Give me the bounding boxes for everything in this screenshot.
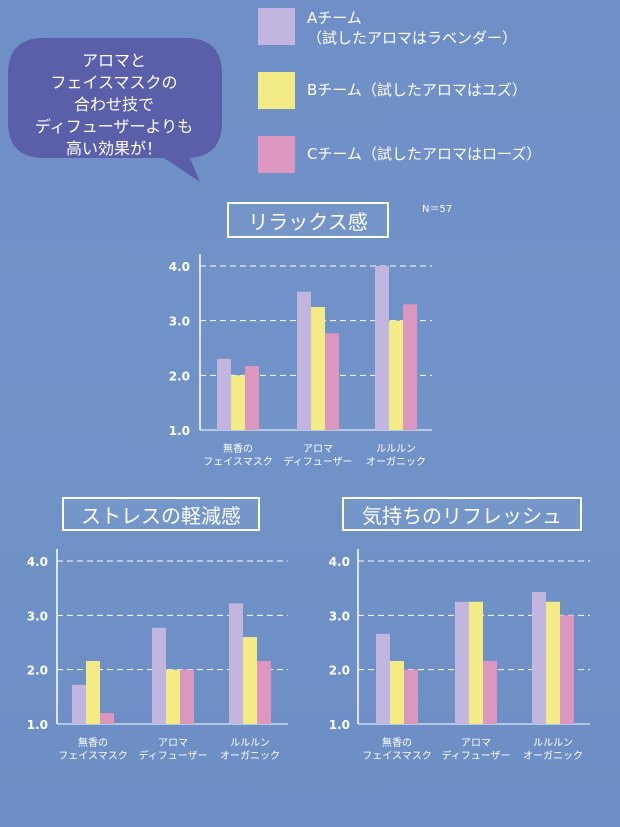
bar-b: [546, 601, 560, 724]
bar-a: [532, 591, 546, 724]
y-tick-label: 1.0: [329, 718, 350, 732]
y-tick-label: 2.0: [329, 664, 350, 678]
bar-b: [311, 307, 325, 430]
bar-c: [560, 615, 574, 724]
bar-c: [483, 660, 497, 724]
y-tick-label: 2.0: [169, 369, 190, 383]
y-tick-label: 3.0: [329, 609, 350, 623]
category-label: アロマ: [303, 444, 333, 455]
category-label: オーガニック: [220, 750, 280, 762]
category-label: ルルルン: [376, 444, 416, 455]
chart-title-refresh: 気持ちのリフレッシュ: [342, 497, 582, 531]
legend-item-b: Bチーム（試したアロマはユズ）: [258, 72, 527, 109]
bar-c: [404, 669, 418, 724]
bar-c: [245, 366, 259, 430]
y-tick-label: 4.0: [27, 555, 48, 569]
category-label: フェイスマスク: [203, 456, 272, 468]
category-label: フェイスマスク: [362, 750, 431, 762]
bar-c: [180, 669, 194, 724]
legend-swatch-b: [258, 72, 295, 109]
legend-label-line: Cチーム（試したアロマはローズ）: [307, 145, 542, 163]
bar-c: [325, 333, 339, 430]
bar-a: [455, 601, 469, 724]
category-label: オーガニック: [523, 750, 583, 762]
category-label: オーガニック: [366, 456, 426, 468]
bar-b: [469, 601, 483, 724]
bar-b: [166, 669, 180, 724]
category-label: アロマ: [158, 738, 188, 749]
bar-a: [217, 358, 231, 430]
bar-b: [390, 660, 404, 724]
sample-size-label: N＝57: [422, 204, 453, 215]
bar-a: [376, 633, 390, 724]
bar-c: [403, 304, 417, 430]
bar-b: [86, 660, 100, 724]
bar-b: [243, 637, 257, 724]
category-label: ルルルン: [230, 738, 270, 749]
category-label: 無香の: [78, 736, 108, 749]
bar-a: [152, 627, 166, 724]
bar-a: [375, 266, 389, 430]
legend-swatch-c: [258, 136, 295, 173]
legend-label-line: Bチーム（試したアロマはユズ）: [307, 81, 527, 99]
speech-bubble-shape: [8, 38, 222, 182]
category-label: ディフューザー: [441, 749, 510, 762]
chart-title-stress: ストレスの軽減感: [62, 497, 260, 531]
bar-b: [389, 320, 403, 430]
legend-label-a: Aチーム （試したアロマはラベンダー）: [307, 8, 517, 48]
chart-title-relax: リラックス感: [227, 202, 389, 238]
y-tick-label: 1.0: [27, 718, 48, 732]
legend-label-line: （試したアロマはラベンダー）: [307, 29, 518, 47]
legend-label-line: Aチーム: [307, 9, 362, 27]
bubble-line: 高い効果が！: [65, 139, 162, 158]
category-label: 無香の: [382, 736, 412, 749]
category-label: アロマ: [461, 738, 491, 749]
bubble-line: フェイスマスクの: [50, 73, 178, 92]
bubble-line: 合わせ技で: [73, 95, 154, 114]
bar-a: [297, 291, 311, 430]
category-label: ルルルン: [533, 738, 573, 749]
legend-item-c: Cチーム（試したアロマはローズ）: [258, 136, 541, 173]
bar-b: [231, 375, 245, 430]
bar-c: [257, 660, 271, 724]
category-label: ディフューザー: [138, 749, 207, 762]
legend-label-b: Bチーム（試したアロマはユズ）: [307, 80, 527, 100]
y-tick-label: 2.0: [27, 664, 48, 678]
bar-c: [100, 713, 114, 724]
y-tick-label: 1.0: [169, 424, 190, 438]
speech-bubble-text: アロマと フェイスマスクの 合わせ技で ディフューザーよりも 高い効果が！: [14, 50, 214, 160]
bar-a: [229, 603, 243, 724]
y-tick-label: 4.0: [329, 555, 350, 569]
y-tick-label: 4.0: [169, 260, 190, 274]
legend-swatch-a: [258, 8, 295, 45]
bar-a: [72, 684, 86, 724]
legend-item-a: Aチーム （試したアロマはラベンダー）: [258, 8, 517, 48]
y-tick-label: 3.0: [169, 315, 190, 329]
category-label: フェイスマスク: [58, 750, 127, 762]
bubble-line: ディフューザーよりも: [34, 117, 194, 136]
speech-bubble: アロマと フェイスマスクの 合わせ技で ディフューザーよりも 高い効果が！: [4, 36, 226, 186]
legend-label-c: Cチーム（試したアロマはローズ）: [307, 144, 541, 164]
y-tick-label: 3.0: [27, 609, 48, 623]
bubble-line: アロマと: [81, 51, 146, 70]
category-label: ディフューザー: [283, 455, 352, 468]
category-label: 無香の: [223, 442, 253, 455]
